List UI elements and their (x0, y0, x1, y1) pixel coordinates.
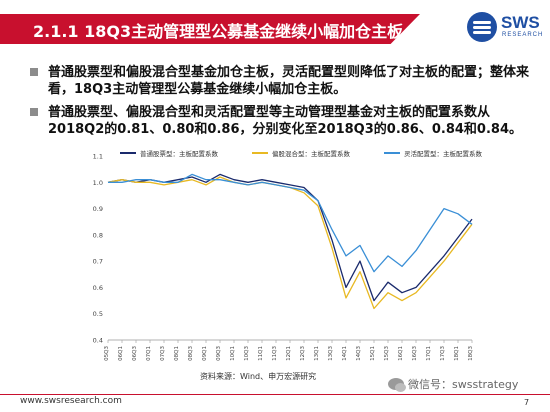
bullet-item: 普通股票型、偏股混合型和灵活配置型等主动管理型基金对主板的配置系数从2018Q2… (30, 104, 535, 138)
wechat-icon (388, 378, 406, 392)
footer-url: www.swsresearch.com (20, 396, 122, 406)
legend-label: 普通股票型：主板配置系数 (140, 150, 218, 158)
x-tick-label: 12Q3 (300, 346, 306, 361)
title-bar (0, 14, 420, 44)
x-tick-label: 11Q1 (258, 346, 264, 361)
legend-item: 普通股票型：主板配置系数 (120, 148, 218, 158)
x-tick-label: 12Q1 (286, 346, 292, 361)
x-tick-label: 17Q1 (426, 346, 432, 361)
x-tick-label: 15Q1 (370, 346, 376, 361)
y-tick-label: 0.8 (93, 231, 103, 239)
x-tick-label: 18Q3 (468, 346, 474, 361)
watermark-text: 微信号：swsstrategy (408, 378, 519, 391)
page-number: 7 (524, 398, 530, 407)
y-tick-label: 0.4 (93, 337, 103, 345)
legend-swatch (384, 152, 400, 154)
x-tick-label: 07Q1 (146, 346, 152, 361)
bullet-list: 普通股票型和偏股混合型基金加仓主板，灵活配置型则降低了对主板的配置；整体来看，1… (30, 64, 535, 144)
x-tick-label: 05Q3 (104, 346, 110, 361)
slide-header: 2.1.1 18Q3主动管理型公募基金继续小幅加仓主板 SWS RESEARCH (0, 0, 550, 56)
y-tick-label: 0.6 (93, 284, 103, 292)
x-tick-label: 10Q3 (244, 346, 250, 361)
x-tick-label: 16Q1 (398, 346, 404, 361)
y-tick-label: 0.5 (93, 310, 103, 318)
series-line (107, 176, 473, 310)
x-tick-label: 13Q1 (314, 346, 320, 361)
series-line (108, 173, 473, 273)
bullet-text: 普通股票型和偏股混合型基金加仓主板，灵活配置型则降低了对主板的配置；整体来看，1… (48, 65, 530, 97)
x-tick-label: 09Q3 (216, 346, 222, 361)
legend-swatch (252, 152, 268, 154)
line-chart: 0.4 0.5 0.6 0.7 0.8 0.9 1.0 1.1 05Q3 06Q1 06Q3 07Q1… (80, 140, 480, 380)
bullet-text: 普通股票型、偏股混合型和灵活配置型等主动管理型基金对主板的配置系数从2018Q2… (48, 105, 523, 137)
bullet-marker-icon (30, 68, 38, 76)
x-tick-label: 06Q1 (118, 346, 124, 361)
sws-logo: SWS RESEARCH (467, 10, 542, 48)
legend-item: 偏股混合型：主板配置系数 (252, 148, 350, 158)
legend-item: 灵活配置型：主板配置系数 (384, 148, 482, 158)
wechat-watermark: 微信号：swsstrategy (388, 376, 518, 392)
y-tick-label: 1.1 (93, 153, 103, 161)
x-tick-label: 15Q3 (384, 346, 390, 361)
y-tick-label: 1.0 (93, 179, 103, 187)
x-tick-label: 16Q3 (412, 346, 418, 361)
legend-label: 灵活配置型：主板配置系数 (404, 150, 482, 158)
chart-svg: 0.4 0.5 0.6 0.7 0.8 0.9 1.0 1.1 05Q3 06Q1 06Q3 07Q1… (93, 153, 474, 361)
logo-mark-icon (467, 12, 497, 42)
logo-subtitle: RESEARCH (502, 32, 544, 38)
x-tick-label: 10Q1 (230, 346, 236, 361)
x-tick-label: 14Q3 (356, 346, 362, 361)
x-tick-label: 08Q1 (174, 346, 180, 361)
x-tick-label: 18Q1 (454, 346, 460, 361)
slide-title: 2.1.1 18Q3主动管理型公募基金继续小幅加仓主板 (33, 22, 404, 41)
x-tick-label: 07Q3 (160, 346, 166, 361)
chart-legend: 普通股票型：主板配置系数 偏股混合型：主板配置系数 灵活配置型：主板配置系数 (120, 148, 482, 158)
x-tick-label: 11Q3 (272, 346, 278, 361)
bullet-item: 普通股票型和偏股混合型基金加仓主板，灵活配置型则降低了对主板的配置；整体来看，1… (30, 64, 535, 98)
x-tick-label: 06Q3 (132, 346, 138, 361)
footer-divider (0, 394, 550, 395)
legend-label: 偏股混合型：主板配置系数 (272, 150, 350, 158)
bullet-marker-icon (30, 108, 38, 116)
y-tick-label: 0.9 (93, 205, 103, 213)
x-tick-label: 17Q3 (440, 346, 446, 361)
x-tick-label: 14Q1 (342, 346, 348, 361)
legend-swatch (120, 152, 136, 154)
x-tick-label: 09Q1 (202, 346, 208, 361)
x-tick-label: 08Q3 (188, 346, 194, 361)
chart-source: 资料来源：Wind、申万宏源研究 (200, 372, 317, 381)
x-tick-label: 13Q3 (328, 346, 334, 361)
series-line (107, 173, 473, 302)
y-tick-label: 0.7 (93, 258, 103, 266)
logo-name: SWS (501, 13, 540, 32)
